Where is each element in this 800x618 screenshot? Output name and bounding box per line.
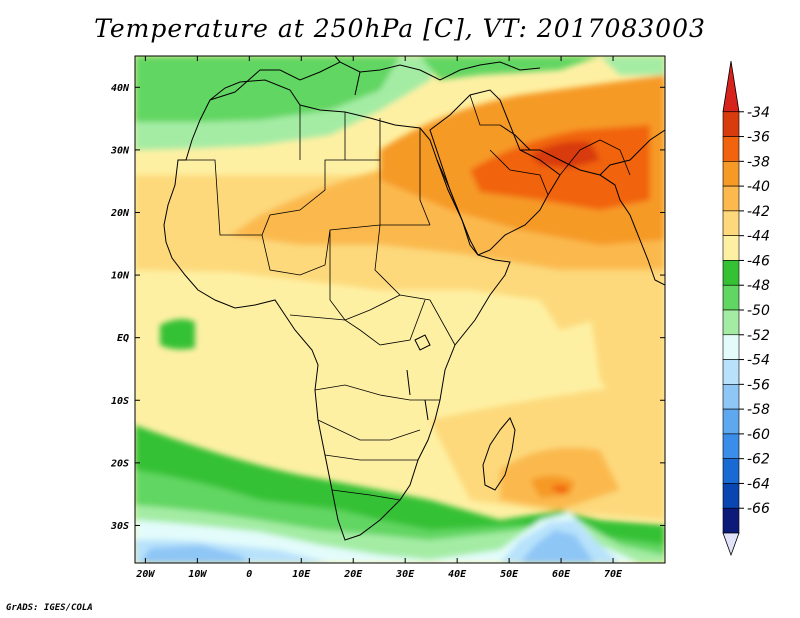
colorbar-swatch (722, 136, 740, 162)
colorbar-label: -62 (747, 452, 770, 468)
field-level-48-northeast (420, 56, 600, 80)
colorbar-swatch (722, 483, 740, 509)
temperature-field (135, 56, 665, 563)
field-level-36 (470, 125, 650, 210)
colorbar-swatch (722, 334, 740, 360)
colorbar-label: -52 (747, 328, 770, 344)
lon-tick-label: 50E (500, 569, 519, 580)
border-lines (186, 105, 456, 501)
lon-tick-label: 40E (448, 569, 467, 580)
colorbar-label: -44 (747, 229, 770, 245)
colorbar-swatch (722, 260, 740, 286)
colorbar-label: -50 (747, 303, 770, 319)
lat-tick-label: 30S (110, 521, 129, 532)
coastlines (163, 56, 665, 541)
map-title: Temperature at 250hPa [C], VT: 201708300… (94, 14, 706, 43)
colorbar-swatch (722, 309, 740, 336)
footer-credit: GrADS: IGES/COLA (6, 603, 93, 613)
border-lines-mideast (469, 94, 631, 196)
colorbar-swatch (722, 384, 740, 410)
colorbar-label: -60 (747, 427, 770, 443)
latitude-axis: 40N 30N 20N 10N EQ 10S 20S 30S (110, 83, 665, 532)
lake-victoria (414, 334, 431, 351)
colorbar-swatch (722, 359, 740, 385)
iran-india-coastline (520, 129, 665, 286)
colorbar-label: -40 (747, 179, 770, 195)
lat-tick-label: 40N (111, 83, 130, 94)
colorbar-label: -46 (747, 253, 770, 269)
lat-tick-label: 20N (110, 208, 130, 219)
colorbar-label: -38 (747, 154, 770, 170)
lon-tick-label: 10W (188, 569, 207, 580)
country-borders (186, 94, 631, 501)
colorbar-swatch (722, 235, 740, 261)
field-level-36-south (550, 485, 570, 494)
field-level-42-east (590, 300, 665, 420)
colorbar-top-arrow (722, 60, 740, 113)
field-level-34 (530, 141, 600, 168)
colorbar-swatch (722, 408, 740, 435)
colorbar-label: -54 (747, 353, 770, 369)
field-patch-46-atlantic (160, 319, 195, 350)
colorbar-swatch (722, 161, 740, 187)
colorbar-swatch (722, 458, 740, 484)
lon-tick-label: 20E (343, 569, 363, 580)
longitude-axis: 20W 10W 0 10E 20E 30E 40E 50E 60E 70E (135, 56, 623, 580)
colorbar-swatch (722, 210, 740, 236)
colorbar-label: -64 (747, 476, 770, 492)
africa-coastline (163, 79, 511, 541)
colorbar-bottom-arrow (722, 532, 740, 557)
field-level-50-northeast (600, 56, 665, 75)
lat-tick-label: 10N (111, 271, 130, 282)
mediterranean-coast (209, 56, 541, 101)
colorbar-label: -56 (747, 377, 770, 393)
field-level-56-southwest (140, 545, 250, 563)
persian-gulf-coast (499, 124, 531, 151)
lon-tick-label: 10E (292, 569, 311, 580)
colorbar-swatch (722, 507, 740, 534)
colorbar-swatch (722, 185, 740, 212)
field-level-48-north (135, 56, 400, 122)
lat-tick-label: 10S (111, 396, 129, 407)
colorbar-swatch (722, 111, 740, 137)
colorbar-label: -66 (747, 501, 770, 517)
colorbar: -34 -36 -38 -40 -42 -44 -46 -48 -50 -52 -54 -56 -58 -… (722, 60, 770, 557)
lon-tick-label: 30E (395, 569, 415, 580)
colorbar-label: -42 (747, 204, 770, 220)
colorbar-swatch (722, 284, 740, 311)
colorbar-label: -48 (747, 278, 770, 294)
lon-tick-label: 60E (552, 569, 571, 580)
colorbar-label: -58 (747, 402, 770, 418)
lat-tick-label: 20S (110, 458, 129, 469)
inland-water (406, 334, 431, 421)
rift-lakes (406, 369, 429, 421)
lat-tick-label: 30N (110, 145, 130, 156)
colorbar-label: -34 (747, 105, 770, 121)
lon-tick-label: 20W (135, 569, 155, 580)
colorbar-swatch (722, 433, 740, 459)
madagascar-coastline (482, 417, 516, 491)
map-frame (134, 55, 666, 564)
red-sea-coast (436, 159, 471, 241)
lon-tick-label: 0 (246, 569, 252, 580)
lon-tick-label: 70E (604, 569, 623, 580)
lat-tick-label: EQ (117, 333, 129, 344)
field-level-56-southeast (520, 530, 595, 563)
colorbar-label: -36 (747, 130, 770, 146)
